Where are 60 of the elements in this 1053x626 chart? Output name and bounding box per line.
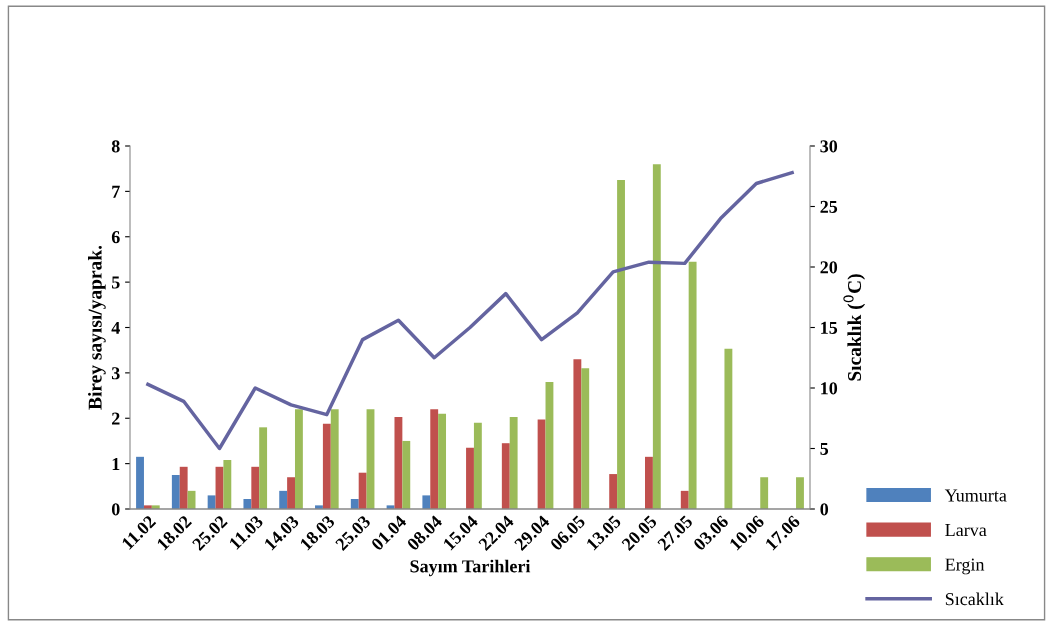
bar	[287, 477, 295, 509]
y-tick-label: 7	[112, 185, 120, 198]
bar	[394, 416, 403, 509]
bar	[330, 409, 339, 509]
line-series	[146, 170, 794, 451]
bar	[609, 474, 618, 509]
y-tick-label: 2	[112, 412, 120, 425]
y2-axis-title: Sıcaklık ($^{0}$C)	[843, 274, 866, 381]
bar	[279, 490, 288, 509]
bar	[136, 456, 144, 509]
bar	[652, 164, 661, 509]
y2-tick-label: 30	[820, 140, 838, 153]
bar	[573, 359, 582, 509]
y-tick-label: 4	[111, 321, 120, 334]
bar	[537, 419, 546, 509]
bar	[422, 495, 431, 509]
bar	[259, 427, 268, 509]
y-tick-label: 0	[111, 503, 120, 516]
bar	[581, 368, 590, 509]
bar	[466, 447, 474, 509]
bar	[223, 459, 232, 509]
legend-label: Sıcaklık	[945, 592, 1004, 606]
bar	[473, 422, 482, 509]
bar	[322, 423, 331, 509]
legend-label: Yumurta	[944, 489, 1007, 502]
y-tick-label: 1	[112, 457, 120, 470]
y-tick-label: 6	[111, 231, 120, 244]
bar	[438, 413, 447, 509]
y2-tick-label: 15	[821, 321, 838, 334]
y-tick-label: 8	[111, 140, 120, 153]
bar	[350, 499, 359, 509]
bar	[688, 261, 697, 509]
y-axis-title: Birey sayısı/yaprak.	[88, 245, 106, 410]
bar	[509, 416, 518, 509]
y2-tick-label: 0	[820, 503, 829, 516]
bar	[402, 440, 411, 509]
y2-tick-label: 10	[821, 382, 838, 395]
legend-label: Larva	[945, 524, 987, 537]
y-tick-label: 5	[111, 276, 120, 289]
y2-tick-label: 20	[820, 261, 838, 274]
bar	[645, 456, 653, 509]
legend-label: Ergin	[945, 558, 985, 575]
bar	[724, 348, 733, 509]
bar	[680, 490, 689, 509]
bar	[796, 477, 804, 509]
bar	[179, 466, 188, 509]
bar	[760, 477, 769, 509]
y2-tick-label: 5	[820, 442, 829, 455]
y-tick-label: 3	[111, 367, 120, 380]
x-axis-title: Sayım Tarihleri	[410, 559, 531, 577]
bar	[294, 409, 303, 509]
bar	[501, 443, 510, 509]
bar	[243, 499, 252, 509]
bar	[358, 472, 367, 509]
bar	[251, 466, 260, 509]
y2-tick-label: 25	[820, 200, 838, 213]
bar	[171, 474, 180, 509]
bar	[207, 495, 216, 509]
bar	[617, 180, 625, 509]
bar	[430, 409, 439, 509]
